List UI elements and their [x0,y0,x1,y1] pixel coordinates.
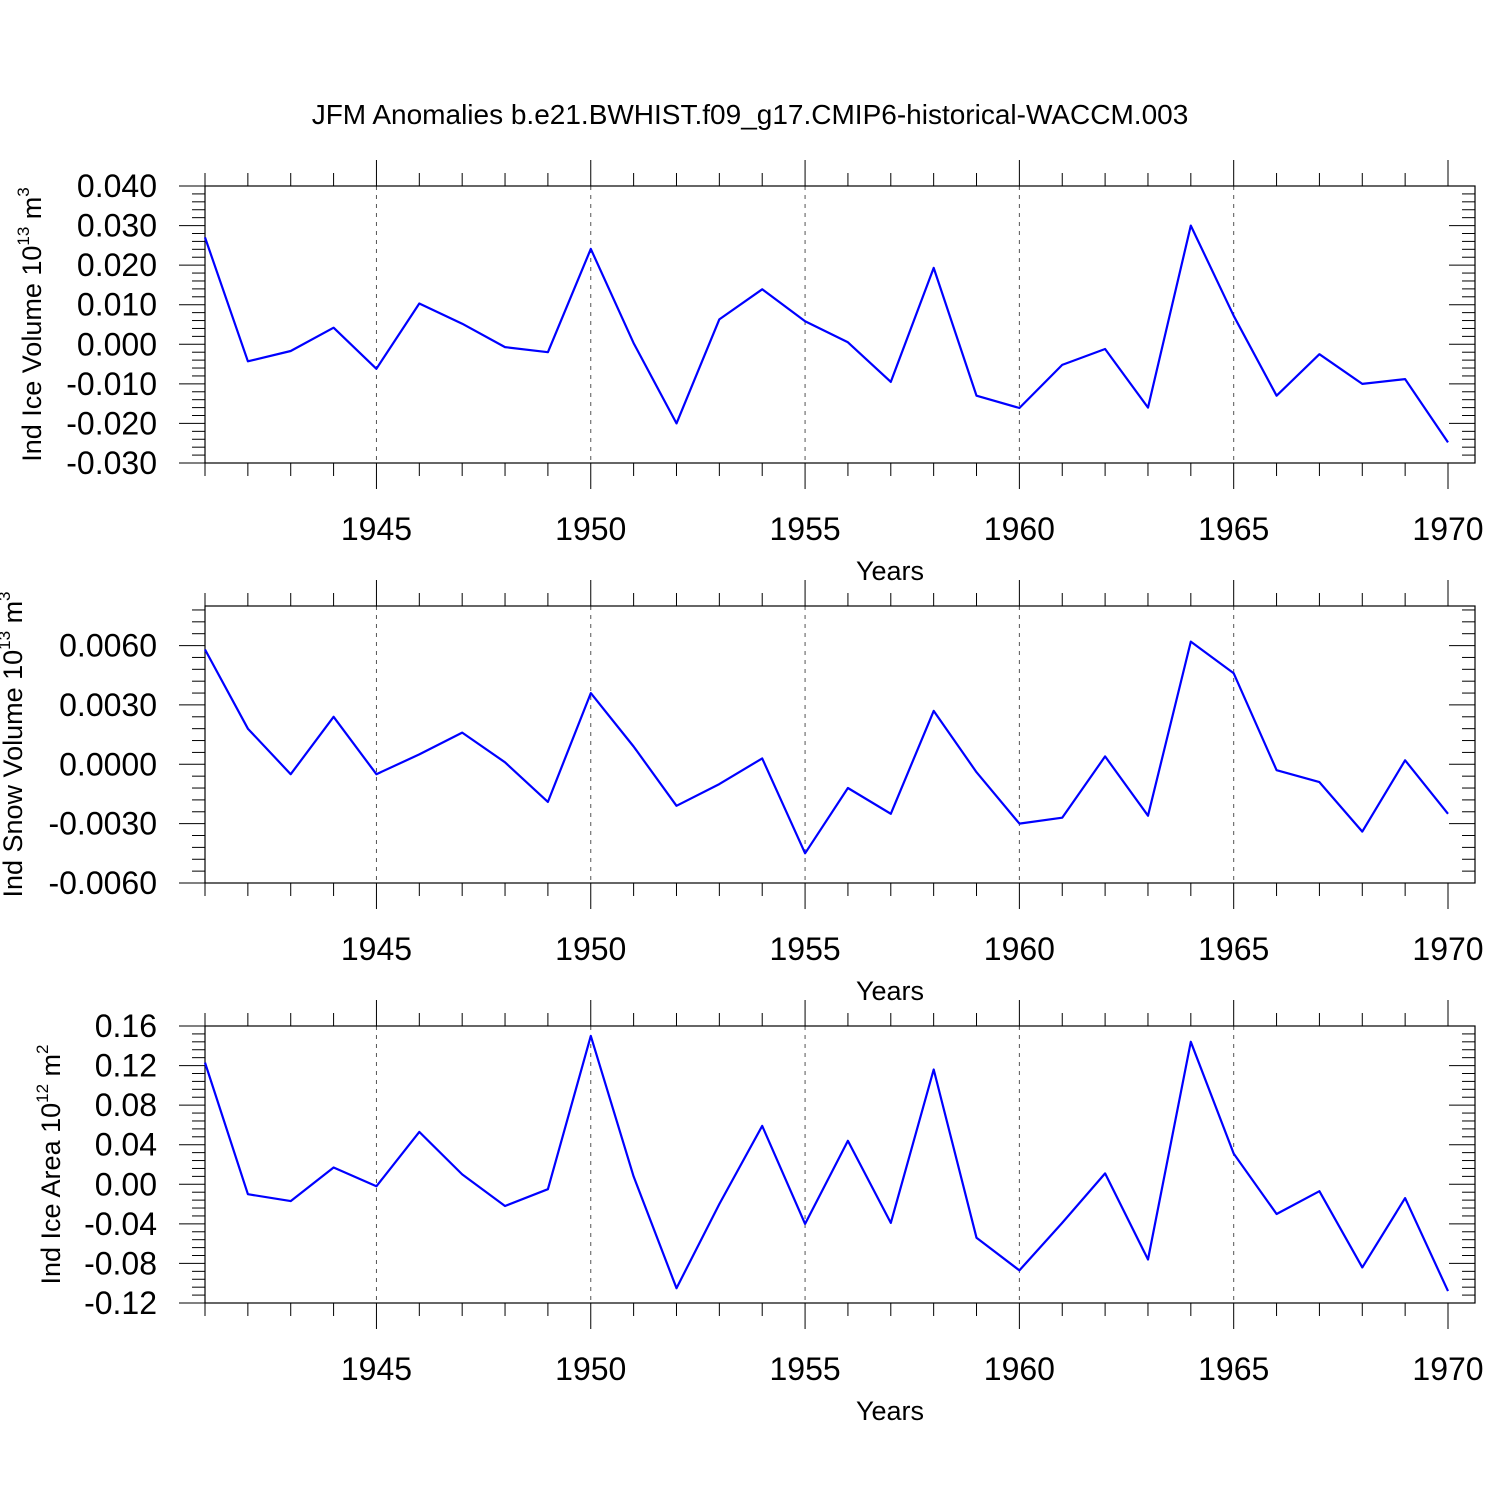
y-tick-label: 0.020 [77,247,157,283]
plot-frame [204,185,1476,464]
x-tick-label: 1955 [769,511,840,547]
x-tick-label: 1945 [341,1351,412,1387]
series-line [204,640,1449,855]
y-tick-label: 0.0030 [59,687,157,723]
x-tick-label: 1960 [984,511,1055,547]
y-tick-label: -0.030 [66,445,157,481]
x-tick-label: 1970 [1412,931,1483,967]
y-tick-label: 0.040 [77,168,157,204]
series-line [203,224,1449,444]
chart-panel-2: 0.0060 0.0030 0.0000 -0.0030 -0.0060 1945 1950… [0,580,1484,1006]
y-tick-label: 0.0060 [59,628,157,664]
x-tick-label: 1965 [1198,511,1269,547]
x-axis-label: Years [856,1396,924,1426]
y-tick-label: 0.030 [77,208,157,244]
x-tick-label: 1945 [341,511,412,547]
y-tick-label: -0.010 [66,366,157,402]
y-axis-label: Ind Ice Volume 1013 m3 [14,187,47,462]
y-tick-label: 0.04 [95,1127,157,1163]
y-tick-label: 0.16 [95,1008,157,1044]
x-tick-label: 1950 [555,931,626,967]
y-tick-label: 0.000 [77,326,157,362]
y-axis-label: Ind Snow Volume 1013 m3 [0,591,28,897]
y-tick-label: 0.00 [95,1166,157,1202]
x-axis-label: Years [856,976,924,1006]
x-tick-label: 1955 [769,1351,840,1387]
y-tick-label: 0.12 [95,1048,157,1084]
y-tick-label: -0.08 [84,1245,157,1281]
y-tick-label: -0.04 [84,1206,157,1242]
x-axis-label: Years [856,556,924,586]
x-tick-label: 1960 [984,931,1055,967]
plot-frame [204,1025,1476,1304]
x-tick-label: 1970 [1412,511,1483,547]
y-tick-label: 0.08 [95,1087,157,1123]
y-tick-label: 0.010 [77,287,157,323]
x-tick-label: 1965 [1198,931,1269,967]
chart-panel-3: 0.16 0.120.08 0.040.00 -0.04-0.08 -0.12 1945 1… [33,1000,1484,1426]
y-tick-label: -0.0060 [48,865,157,901]
x-tick-label: 1960 [984,1351,1055,1387]
y-axis-label: Ind Ice Area 1012 m2 [33,1044,66,1284]
chart-title: JFM Anomalies b.e21.BWHIST.f09_g17.CMIP6… [312,99,1189,130]
y-tick-label: 0.0000 [59,746,157,782]
y-tick-label: -0.020 [66,405,157,441]
x-tick-label: 1950 [555,1351,626,1387]
x-tick-label: 1970 [1412,1351,1483,1387]
x-tick-label: 1965 [1198,1351,1269,1387]
y-tick-label: -0.0030 [48,806,157,842]
y-tick-label: -0.12 [84,1285,157,1321]
series-line [203,1034,1449,1292]
x-tick-label: 1945 [341,931,412,967]
x-tick-label: 1955 [769,931,840,967]
x-tick-label: 1950 [555,511,626,547]
plot-frame [204,605,1476,884]
